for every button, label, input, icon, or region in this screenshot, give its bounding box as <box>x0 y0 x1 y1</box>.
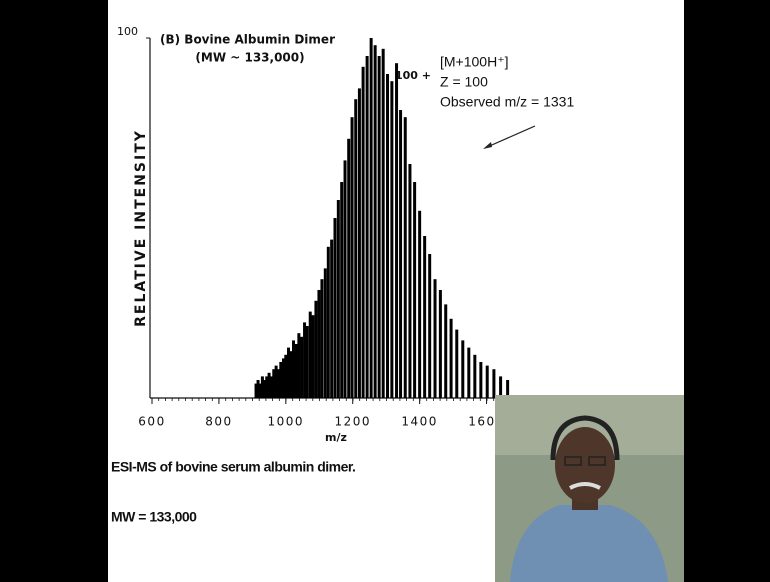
peak <box>292 340 295 398</box>
peak <box>390 81 393 398</box>
peak <box>455 330 458 398</box>
peak <box>289 351 292 398</box>
peak <box>399 110 402 398</box>
peak <box>428 254 431 398</box>
peak <box>320 279 323 398</box>
peak <box>492 369 495 398</box>
peak <box>413 182 416 398</box>
peak <box>423 236 426 398</box>
peak <box>295 344 298 398</box>
peak <box>499 376 502 398</box>
peak <box>347 139 350 398</box>
peak-label: 100 + <box>395 69 431 82</box>
annotation: Observed m/z = 1331 <box>440 94 574 110</box>
peak <box>374 45 377 398</box>
peak <box>330 240 333 398</box>
peak <box>279 362 282 398</box>
face <box>555 427 615 503</box>
peak <box>362 67 365 398</box>
peak <box>408 164 411 398</box>
peak <box>306 326 309 398</box>
peak <box>297 333 300 398</box>
chart-subtitle: (MW ~ 133,000) <box>195 51 304 65</box>
caption: ESI-MS of bovine serum albumin dimer. <box>111 459 355 475</box>
peak <box>327 247 330 398</box>
peak <box>439 290 442 398</box>
peak <box>300 337 303 398</box>
peak <box>311 315 314 398</box>
annotation: [M+100H⁺] <box>440 54 508 70</box>
peak <box>284 355 287 398</box>
peak <box>370 38 373 398</box>
peak <box>358 88 361 398</box>
chart-title: (B) Bovine Albumin Dimer <box>160 33 335 47</box>
peak <box>354 99 357 398</box>
peak <box>404 117 407 398</box>
peak <box>434 279 437 398</box>
mw-text: MW = 133,000 <box>111 509 197 525</box>
peak <box>333 218 336 398</box>
peak <box>418 211 421 398</box>
peak <box>324 268 327 398</box>
peak <box>340 182 343 398</box>
x-tick-label: 800 <box>205 415 232 429</box>
screenshot: (B) Bovine Albumin Dimer (MW ~ 133,000) … <box>0 0 770 582</box>
x-tick-label: 1200 <box>334 415 371 429</box>
peak <box>479 362 482 398</box>
y-axis-label: RELATIVE INTENSITY <box>133 129 149 327</box>
y-tick-label: 100 <box>117 25 138 38</box>
peak <box>344 160 347 398</box>
peak <box>378 56 381 398</box>
peak <box>395 63 398 398</box>
peak <box>473 355 476 398</box>
peak <box>351 117 354 398</box>
peak <box>461 340 464 398</box>
peak <box>467 348 470 398</box>
peak <box>337 200 340 398</box>
peak <box>382 49 385 398</box>
x-tick-label: 1400 <box>401 415 438 429</box>
x-tick-label: 1000 <box>268 415 305 429</box>
peak <box>303 322 306 398</box>
annotation: Z = 100 <box>440 74 488 90</box>
peak <box>309 312 312 398</box>
webcam <box>495 395 684 582</box>
x-axis-label: m/z <box>325 431 347 444</box>
peak <box>314 301 317 398</box>
peak <box>317 290 320 398</box>
peak <box>450 319 453 398</box>
peak <box>366 56 369 398</box>
peak <box>486 366 489 398</box>
peak <box>386 74 389 398</box>
x-tick-label: 600 <box>138 415 165 429</box>
peak <box>444 304 447 398</box>
